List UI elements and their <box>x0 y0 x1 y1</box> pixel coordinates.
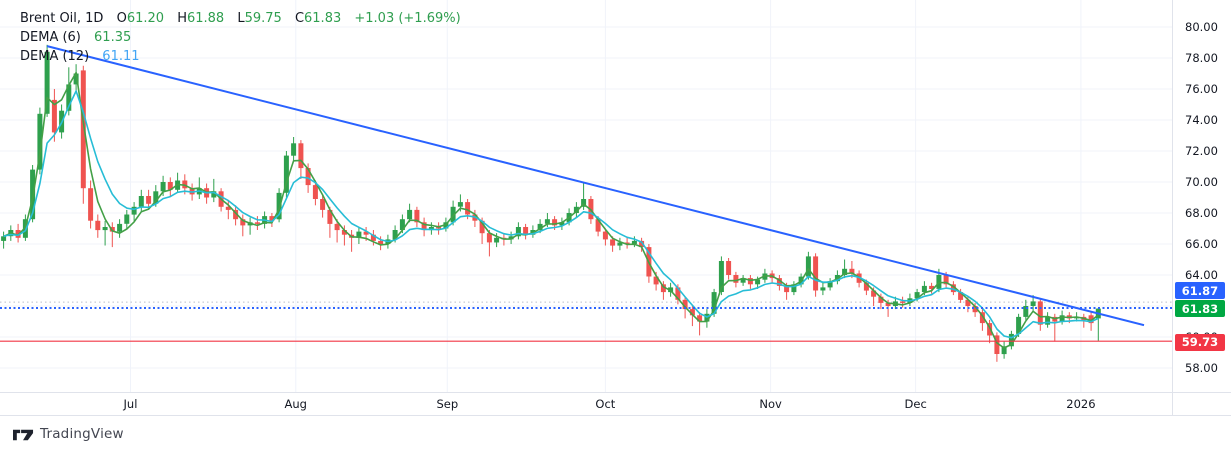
hline-price-tag: 61.87 <box>1175 282 1225 300</box>
dema6-value: 61.35 <box>94 30 132 45</box>
tradingview-brand-text: TradingView <box>40 426 124 442</box>
time-axis-label: Sep <box>436 397 459 411</box>
price-axis-label: 76.00 <box>1185 82 1218 96</box>
price-chart[interactable]: Brent Oil, 1D O61.20 H61.88 L59.75 C61.8… <box>0 0 1172 392</box>
time-axis[interactable]: Jul Aug Sep Oct Nov Dec 2026 <box>0 392 1231 416</box>
price-axis[interactable]: 61.87 61.83 59.73 80.00 78.00 76.00 74.00 72… <box>1172 0 1231 392</box>
tradingview-logo-icon <box>13 429 34 440</box>
low-value: 59.75 <box>244 11 282 26</box>
time-axis-label: Jul <box>123 397 138 411</box>
dema6-label: DEMA (6) <box>20 30 81 45</box>
close-key: C <box>294 11 305 26</box>
time-axis-label: Aug <box>284 397 307 411</box>
high-value: 61.88 <box>186 11 225 26</box>
price-axis-label: 58.00 <box>1185 361 1218 375</box>
dema12-legend-row[interactable]: DEMA (12) 61.11 <box>20 47 461 66</box>
open-value: 61.20 <box>126 11 165 26</box>
high-key: H <box>177 11 187 26</box>
time-axis-label: 2026 <box>1066 397 1096 411</box>
price-axis-label: 80.00 <box>1185 20 1218 34</box>
chart-legend: Brent Oil, 1D O61.20 H61.88 L59.75 C61.8… <box>20 9 461 66</box>
price-axis-label: 70.00 <box>1185 175 1218 189</box>
price-axis-label: 66.00 <box>1185 237 1218 251</box>
dema12-value: 61.11 <box>102 49 140 64</box>
tradingview-attribution[interactable]: TradingView <box>13 426 124 442</box>
symbol-title: Brent Oil, 1D <box>20 11 104 26</box>
dema6-legend-row[interactable]: DEMA (6) 61.35 <box>20 28 461 47</box>
time-axis-label: Dec <box>904 397 927 411</box>
red-line-price-tag: 59.73 <box>1175 333 1225 351</box>
open-key: O <box>116 11 127 26</box>
last-price-tag: 61.83 <box>1175 300 1225 318</box>
price-axis-label: 78.00 <box>1185 51 1218 65</box>
axis-corner-separator <box>1172 393 1173 415</box>
symbol-legend-row[interactable]: Brent Oil, 1D O61.20 H61.88 L59.75 C61.8… <box>20 9 461 28</box>
dema12-label: DEMA (12) <box>20 49 90 64</box>
price-axis-label: 72.00 <box>1185 144 1218 158</box>
time-axis-label: Oct <box>595 397 616 411</box>
change-value: +1.03 (+1.69%) <box>354 11 461 26</box>
close-value: 61.83 <box>304 11 342 26</box>
price-axis-label: 74.00 <box>1185 113 1218 127</box>
time-axis-label: Nov <box>759 397 782 411</box>
price-axis-label: 64.00 <box>1185 268 1218 282</box>
low-key: L <box>237 11 245 26</box>
price-axis-label: 68.00 <box>1185 206 1218 220</box>
